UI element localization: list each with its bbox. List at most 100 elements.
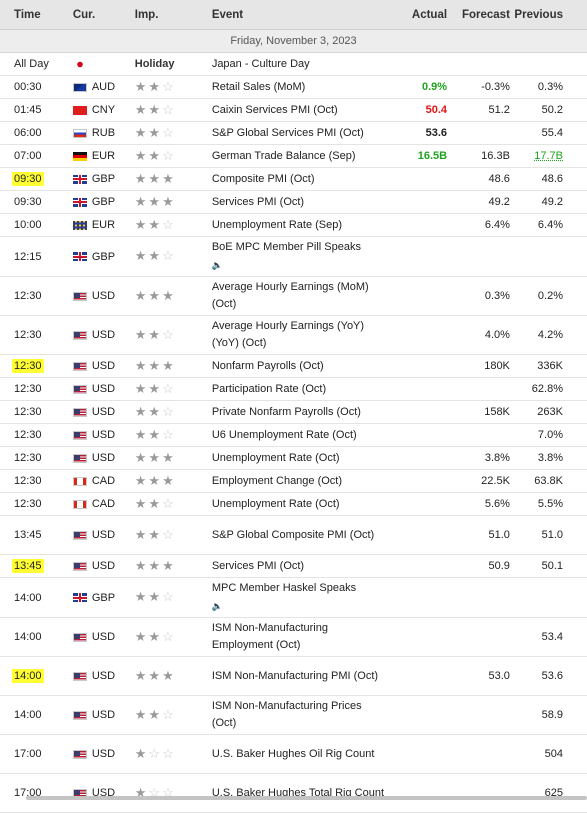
event-name[interactable]: U.S. Baker Hughes Oil Rig Count	[207, 734, 389, 774]
event-name[interactable]: S&P Global Services PMI (Oct)	[207, 121, 389, 145]
speaker-icon[interactable]: 🔈	[211, 601, 224, 611]
event-title[interactable]: Composite PMI (Oct)	[211, 172, 315, 185]
event-title[interactable]: MPC Member Haskel Speaks	[211, 582, 357, 594]
event-title[interactable]: U6 Unemployment Rate (Oct)	[211, 428, 357, 441]
star-icon: ★	[148, 706, 163, 722]
event-time: All Day	[0, 52, 61, 76]
event-title[interactable]: Average Hourly Earnings (MoM) (Oct)	[211, 281, 369, 310]
event-name[interactable]: U.S. Baker Hughes Total Rig Count	[207, 773, 389, 813]
event-name[interactable]: Composite PMI (Oct)	[207, 167, 389, 191]
time-text: 07:00	[14, 150, 42, 162]
col-time[interactable]: Time	[0, 0, 61, 30]
event-title[interactable]: Unemployment Rate (Oct)	[211, 451, 340, 464]
event-name[interactable]: Retail Sales (MoM)	[207, 75, 389, 99]
event-title[interactable]: Average Hourly Earnings (YoY) (YoY) (Oct…	[211, 320, 365, 349]
event-row[interactable]: 12:30 USD ★★★ Nonfarm Payrolls (Oct) 180K 336…	[0, 354, 587, 378]
event-name[interactable]: Private Nonfarm Payrolls (Oct)	[207, 400, 389, 424]
event-name[interactable]: Participation Rate (Oct)	[207, 377, 389, 401]
horizontal-scrollbar[interactable]	[26, 796, 587, 800]
event-title[interactable]: Nonfarm Payrolls (Oct)	[211, 359, 324, 372]
speaker-icon[interactable]: 🔈	[211, 260, 224, 270]
event-name[interactable]: MPC Member Haskel Speaks 🔈	[207, 577, 389, 618]
event-row[interactable]: All Day Holiday Japan - Culture Day	[0, 52, 587, 76]
event-name[interactable]: Unemployment Rate (Oct)	[207, 492, 389, 516]
event-row[interactable]: 12:30 USD ★★☆ Participation Rate (Oct) 62.8%	[0, 377, 587, 401]
col-forecast[interactable]: Forecast	[447, 0, 510, 30]
event-row[interactable]: 12:30 CAD ★★★ Employment Change (Oct) 22.5K 6…	[0, 469, 587, 493]
col-previous[interactable]: Previous	[509, 0, 587, 30]
event-name[interactable]: Caixin Services PMI (Oct)	[207, 98, 389, 122]
currency-code: GBP	[91, 196, 116, 208]
event-row[interactable]: 09:30 GBP ★★★ Services PMI (Oct) 49.2 49.2	[0, 190, 587, 214]
col-currency[interactable]: Cur.	[60, 0, 129, 30]
event-name[interactable]: Japan - Culture Day	[207, 52, 389, 76]
event-title[interactable]: U.S. Baker Hughes Oil Rig Count	[211, 747, 375, 760]
event-title[interactable]: S&P Global Services PMI (Oct)	[211, 126, 364, 139]
event-name[interactable]: Services PMI (Oct)	[207, 190, 389, 214]
event-forecast	[447, 121, 510, 145]
event-title[interactable]: Caixin Services PMI (Oct)	[211, 103, 338, 116]
col-actual[interactable]: Actual	[388, 0, 448, 30]
event-title[interactable]: S&P Global Composite PMI (Oct)	[211, 528, 375, 541]
event-importance: ★★☆	[128, 577, 208, 618]
previous-value: 7.0%	[537, 429, 563, 441]
event-title[interactable]: Unemployment Rate (Oct)	[211, 497, 340, 510]
event-name[interactable]: Unemployment Rate (Sep)	[207, 213, 389, 237]
star-icon: ★	[148, 357, 163, 373]
event-name[interactable]: ISM Non-Manufacturing Prices (Oct)	[207, 695, 389, 735]
event-name[interactable]: Nonfarm Payrolls (Oct)	[207, 354, 389, 378]
event-name[interactable]: Services PMI (Oct)	[207, 554, 389, 578]
event-row[interactable]: 12:30 USD ★★★ Unemployment Rate (Oct) 3.8% 3.…	[0, 446, 587, 470]
event-name[interactable]: ISM Non-Manufacturing Employment (Oct)	[207, 617, 389, 657]
event-row[interactable]: 12:30 CAD ★★☆ Unemployment Rate (Oct) 5.6% 5.…	[0, 492, 587, 516]
event-name[interactable]: Employment Change (Oct)	[207, 469, 389, 493]
event-row[interactable]: 07:00 EUR ★★☆ German Trade Balance (Sep) 16.…	[0, 144, 587, 168]
event-row[interactable]: 14:00 USD ★★★ ISM Non-Manufacturing PMI (Oc…	[0, 656, 587, 696]
event-title[interactable]: ISM Non-Manufacturing Employment (Oct)	[211, 622, 328, 651]
event-row[interactable]: 06:00 RUB ★★☆ S&P Global Services PMI (Oct)…	[0, 121, 587, 145]
event-title[interactable]: Employment Change (Oct)	[211, 474, 343, 487]
event-name[interactable]: Unemployment Rate (Oct)	[207, 446, 389, 470]
event-title[interactable]: Retail Sales (MoM)	[211, 80, 306, 93]
event-time: 13:45	[0, 515, 61, 555]
event-title[interactable]: ISM Non-Manufacturing PMI (Oct)	[211, 669, 379, 682]
event-row[interactable]: 17:00 USD ★☆☆ U.S. Baker Hughes Oil Rig Cou…	[0, 734, 587, 774]
event-title[interactable]: ISM Non-Manufacturing Prices (Oct)	[211, 700, 362, 729]
event-title[interactable]: Unemployment Rate (Sep)	[211, 218, 343, 231]
event-row[interactable]: 01:45 CNY ★★☆ Caixin Services PMI (Oct) 50.4…	[0, 98, 587, 122]
event-row[interactable]: 13:45 USD ★★★ Services PMI (Oct) 50.9 50.1	[0, 554, 587, 578]
event-name[interactable]: S&P Global Composite PMI (Oct)	[207, 515, 389, 555]
event-name[interactable]: Average Hourly Earnings (MoM) (Oct)	[207, 276, 389, 316]
event-title[interactable]: Japan - Culture Day	[211, 57, 310, 70]
event-name[interactable]: BoE MPC Member Pill Speaks 🔈	[207, 236, 389, 277]
event-row[interactable]: 12:30 USD ★★☆ U6 Unemployment Rate (Oct) 7.0…	[0, 423, 587, 447]
event-name[interactable]: German Trade Balance (Sep)	[207, 144, 389, 168]
event-row[interactable]: 10:00 EUR ★★☆ Unemployment Rate (Sep) 6.4% 6.…	[0, 213, 587, 237]
event-row[interactable]: 14:00 USD ★★☆ ISM Non-Manufacturing Employm…	[0, 617, 587, 657]
event-title[interactable]: German Trade Balance (Sep)	[211, 149, 356, 162]
event-row[interactable]: 14:00 GBP ★★☆ MPC Member Haskel Speaks 🔈	[0, 577, 587, 618]
event-title[interactable]: Services PMI (Oct)	[211, 559, 305, 572]
event-row[interactable]: 13:45 USD ★★☆ S&P Global Composite PMI (Oct…	[0, 515, 587, 555]
event-name[interactable]: U6 Unemployment Rate (Oct)	[207, 423, 389, 447]
event-title[interactable]: Services PMI (Oct)	[211, 195, 305, 208]
time-text: 09:30	[12, 172, 44, 186]
event-title[interactable]: U.S. Baker Hughes Total Rig Count	[211, 786, 385, 799]
event-row[interactable]: 12:15 GBP ★★☆ BoE MPC Member Pill Speaks 🔈	[0, 236, 587, 277]
col-importance[interactable]: Imp.	[128, 0, 208, 30]
col-event[interactable]: Event	[207, 0, 389, 30]
event-row[interactable]: 12:30 USD ★★★ Average Hourly Earnings (MoM)…	[0, 276, 587, 316]
event-row[interactable]: 17:00 USD ★☆☆ U.S. Baker Hughes Total Rig C…	[0, 773, 587, 813]
event-row[interactable]: 14:00 USD ★★☆ ISM Non-Manufacturing Prices …	[0, 695, 587, 735]
event-previous	[509, 236, 587, 277]
event-title[interactable]: Private Nonfarm Payrolls (Oct)	[211, 405, 361, 418]
event-name[interactable]: Average Hourly Earnings (YoY) (YoY) (Oct…	[207, 315, 389, 355]
event-row[interactable]: 12:30 USD ★★☆ Private Nonfarm Payrolls (Oct…	[0, 400, 587, 424]
event-name[interactable]: ISM Non-Manufacturing PMI (Oct)	[207, 656, 389, 696]
event-row[interactable]: 09:30 GBP ★★★ Composite PMI (Oct) 48.6 48.6	[0, 167, 587, 191]
event-title[interactable]: Participation Rate (Oct)	[211, 382, 327, 395]
event-title[interactable]: BoE MPC Member Pill Speaks	[211, 241, 361, 253]
event-row[interactable]: 00:30 AUD ★★☆ Retail Sales (MoM) 0.9% -0.3% 0.…	[0, 75, 587, 99]
star-icon: ★	[148, 472, 163, 488]
event-row[interactable]: 12:30 USD ★★☆ Average Hourly Earnings (YoY)…	[0, 315, 587, 355]
